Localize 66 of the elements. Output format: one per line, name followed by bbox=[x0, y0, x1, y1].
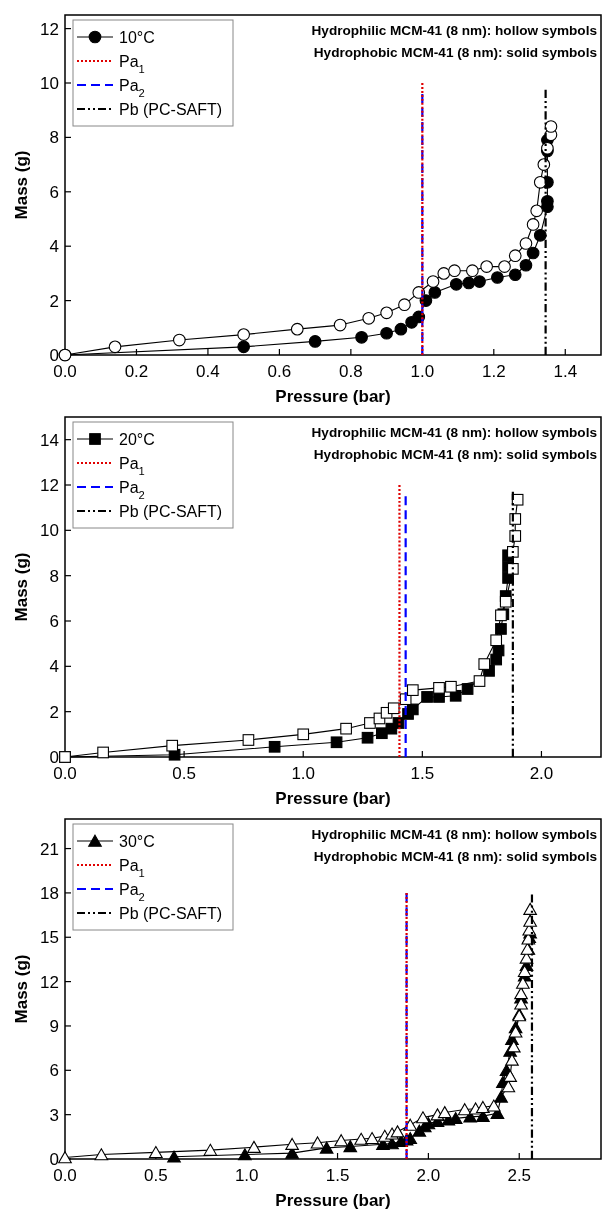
x-tick-label: 2.0 bbox=[529, 764, 554, 783]
annotation: Hydrophilic MCM-41 (8 nm): hollow symbols bbox=[311, 425, 597, 440]
x-tick-label: 1.0 bbox=[291, 764, 316, 783]
y-tick-label: 15 bbox=[40, 928, 59, 948]
y-tick-label: 12 bbox=[40, 19, 59, 39]
y-tick-label: 9 bbox=[49, 1016, 59, 1036]
x-tick-label: 0.6 bbox=[267, 362, 292, 381]
legend-label: Pa$_{1}$ bbox=[119, 454, 145, 477]
annotation: Hydrophilic MCM-41 (8 nm): hollow symbols bbox=[311, 23, 597, 38]
y-tick-label: 12 bbox=[40, 475, 59, 495]
legend-label: Pb (PC-SAFT) bbox=[119, 904, 223, 922]
x-axis-title: Pressure (bar) bbox=[275, 387, 391, 406]
y-tick-label: 8 bbox=[49, 566, 59, 586]
legend-label: 30°C bbox=[119, 832, 155, 850]
annotation: Hydrophobic MCM-41 (8 nm): solid symbols bbox=[313, 447, 597, 462]
x-tick-label: 0.5 bbox=[144, 1166, 168, 1185]
x-tick-label: 1.5 bbox=[325, 1166, 350, 1185]
annotation: Hydrophobic MCM-41 (8 nm): solid symbols bbox=[313, 45, 597, 60]
legend-label: Pa$_{2}$ bbox=[119, 76, 145, 99]
y-tick-label: 2 bbox=[49, 291, 59, 311]
x-axis-title: Pressure (bar) bbox=[275, 789, 391, 808]
x-tick-label: 1.5 bbox=[410, 764, 435, 783]
legend-label: Pb (PC-SAFT) bbox=[119, 502, 223, 520]
x-tick-label: 1.0 bbox=[234, 1166, 259, 1185]
y-tick-label: 8 bbox=[49, 128, 59, 148]
y-tick-label: 10 bbox=[40, 73, 59, 93]
x-tick-label: 2.0 bbox=[416, 1166, 441, 1185]
y-tick-label: 6 bbox=[49, 611, 59, 631]
y-tick-label: 3 bbox=[49, 1105, 59, 1125]
y-tick-label: 6 bbox=[49, 182, 59, 202]
y-tick-label: 21 bbox=[40, 839, 59, 859]
y-tick-label: 12 bbox=[40, 972, 59, 992]
x-tick-label: 1.4 bbox=[553, 362, 578, 381]
y-tick-label: 10 bbox=[40, 521, 59, 541]
x-tick-label: 0.5 bbox=[172, 764, 196, 783]
x-axis-title: Pressure (bar) bbox=[275, 1191, 391, 1210]
annotation: Hydrophobic MCM-41 (8 nm): solid symbols bbox=[313, 849, 597, 864]
x-tick-label: 0.8 bbox=[339, 362, 363, 381]
y-tick-label: 0 bbox=[49, 1149, 59, 1169]
y-tick-label: 2 bbox=[49, 702, 59, 722]
x-tick-label: 2.5 bbox=[507, 1166, 532, 1185]
legend-label: 20°C bbox=[119, 430, 155, 448]
legend-label: 10°C bbox=[119, 28, 155, 46]
x-tick-label: 0.4 bbox=[196, 362, 220, 381]
annotation: Hydrophilic MCM-41 (8 nm): hollow symbols bbox=[311, 827, 597, 842]
legend-label: Pa$_{1}$ bbox=[119, 856, 145, 879]
y-axis-title: Mass (g) bbox=[12, 552, 31, 622]
y-tick-label: 0 bbox=[49, 747, 59, 767]
y-axis-title: Mass (g) bbox=[12, 150, 31, 220]
y-tick-label: 0 bbox=[49, 345, 59, 365]
y-tick-label: 4 bbox=[49, 657, 59, 677]
y-tick-label: 18 bbox=[40, 883, 59, 903]
y-tick-label: 4 bbox=[49, 237, 59, 257]
y-axis-title: Mass (g) bbox=[12, 954, 31, 1024]
legend-label: Pa$_{2}$ bbox=[119, 880, 145, 903]
y-tick-label: 6 bbox=[49, 1061, 59, 1081]
legend-label: Pb (PC-SAFT) bbox=[119, 100, 223, 118]
x-tick-label: 0.2 bbox=[124, 362, 149, 381]
x-tick-label: 0.0 bbox=[53, 362, 77, 381]
legend-label: Pa$_{2}$ bbox=[119, 478, 145, 501]
y-tick-label: 14 bbox=[40, 430, 59, 450]
x-tick-label: 1.2 bbox=[481, 362, 506, 381]
x-tick-label: 1.0 bbox=[410, 362, 435, 381]
x-tick-label: 0.0 bbox=[53, 764, 77, 783]
x-tick-label: 0.0 bbox=[53, 1166, 77, 1185]
legend-label: Pa$_{1}$ bbox=[119, 52, 145, 75]
